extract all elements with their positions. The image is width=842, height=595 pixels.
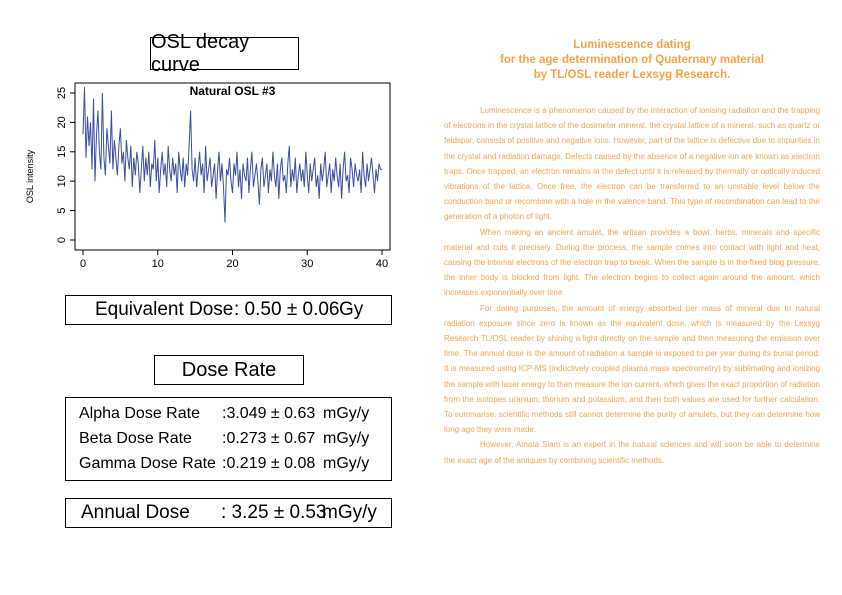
- osl-chart: Natural OSL #3 0 10 20 30 40 0 5 10 15 20 25 OSL int…: [20, 75, 400, 290]
- annual-dose-unit: mGy/y: [322, 502, 377, 523]
- article-paragraph: However, Amata Siam is an expert in the …: [444, 440, 820, 465]
- alpha-dose-rate-label: Alpha Dose Rate: [79, 405, 200, 422]
- article-paragraph: When making an ancient amulet, the artis…: [444, 227, 820, 298]
- osl-chart-svg: Natural OSL #3 0 10 20 30 40 0 5 10 15 20 25 OSL int…: [25, 82, 391, 270]
- osl-series-line: [82, 87, 382, 223]
- equivalent-dose-unit: Gy: [339, 299, 364, 320]
- article-paragraph: For dating purposes, the amount of energ…: [444, 303, 820, 435]
- alpha-dose-rate-row: Alpha Dose Rate :3.049 ± 0.63 mGy/y: [66, 405, 391, 429]
- equivalent-dose-value: : 0.50 ± 0.06: [234, 299, 340, 320]
- y-tick-label: 10: [56, 175, 68, 187]
- y-tick-label: 5: [56, 208, 68, 214]
- equivalent-dose-label: Equivalent Dose: [95, 299, 234, 320]
- gamma-dose-rate-label: Gamma Dose Rate: [79, 455, 216, 472]
- article: Luminescence dating for the age determin…: [444, 38, 820, 468]
- article-paragraph: Luminescence is a phenomenon caused by t…: [444, 106, 820, 222]
- gamma-dose-rate-unit: mGy/y: [323, 455, 370, 472]
- annual-dose-value: : 3.25 ± 0.53: [221, 502, 327, 523]
- annual-dose-box: Annual Dose : 3.25 ± 0.53 mGy/y: [65, 498, 392, 528]
- x-tick-label: 0: [80, 258, 86, 270]
- article-heading: Luminescence dating for the age determin…: [500, 39, 764, 81]
- x-tick-label: 40: [376, 258, 388, 270]
- y-tick-label: 25: [56, 87, 68, 99]
- x-tick-label: 20: [226, 258, 238, 270]
- dose-rates-box: Alpha Dose Rate :3.049 ± 0.63 mGy/y Beta…: [65, 397, 392, 481]
- gamma-dose-rate-row: Gamma Dose Rate :0.219 ± 0.08 mGy/y: [66, 455, 391, 479]
- equivalent-dose-box: Equivalent Dose : 0.50 ± 0.06 Gy: [65, 295, 392, 325]
- beta-dose-rate-unit: mGy/y: [323, 430, 370, 447]
- chart-title: Natural OSL #3: [190, 84, 276, 98]
- gamma-dose-rate-value: :0.219 ± 0.08: [222, 455, 316, 472]
- beta-dose-rate-value: :0.273 ± 0.67: [222, 430, 316, 447]
- y-tick-label: 0: [56, 237, 68, 243]
- x-tick-label: 10: [152, 258, 164, 270]
- annual-dose-label: Annual Dose: [81, 502, 190, 523]
- dose-rate-title: Dose Rate: [154, 355, 304, 385]
- plot-frame: [74, 82, 391, 251]
- osl-decay-curve-title: OSL decay curve: [150, 31, 299, 76]
- y-axis-label: OSL intensity: [25, 149, 35, 203]
- y-tick-label: 20: [56, 116, 68, 128]
- beta-dose-rate-row: Beta Dose Rate :0.273 ± 0.67 mGy/y: [66, 430, 391, 454]
- x-tick-label: 30: [301, 258, 313, 270]
- alpha-dose-rate-value: :3.049 ± 0.63: [222, 405, 316, 422]
- alpha-dose-rate-unit: mGy/y: [323, 405, 370, 422]
- y-tick-label: 15: [56, 146, 68, 158]
- beta-dose-rate-label: Beta Dose Rate: [79, 430, 192, 447]
